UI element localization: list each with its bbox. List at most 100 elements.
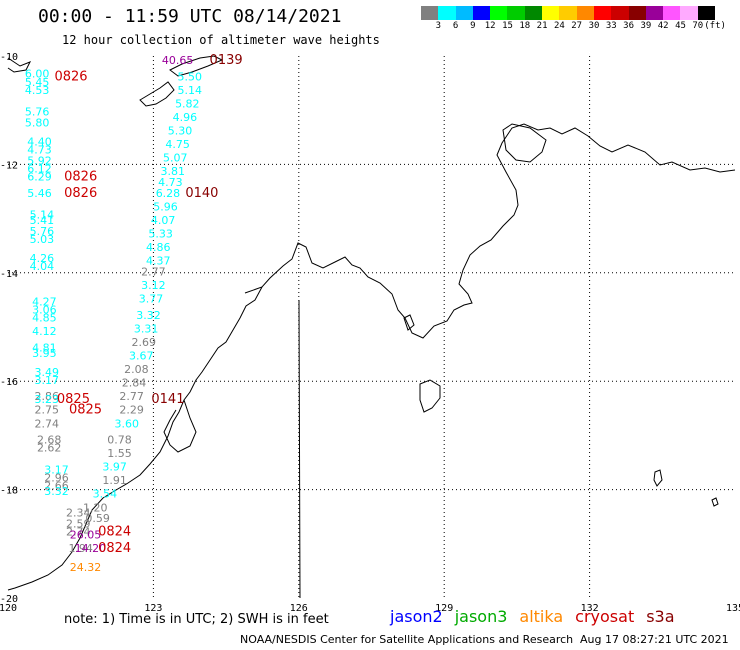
wave-height-label: 5.30 [168, 125, 193, 138]
wave-height-label: 3.17 [44, 463, 69, 476]
wave-height-label: 4.75 [165, 138, 190, 151]
coastline-segment [502, 123, 547, 163]
legend-swatch [663, 6, 681, 20]
wave-height-label: 4.12 [32, 325, 57, 338]
lon-tick-label: 123 [144, 603, 162, 614]
legend-swatch [611, 6, 629, 20]
lon-tick-label: 135 [726, 603, 740, 614]
wave-height-label: 4.73 [27, 144, 52, 157]
wave-height-label: 4.07 [151, 214, 176, 227]
wave-height-label: 1.55 [107, 447, 132, 460]
wave-height-label: 2.08 [124, 363, 149, 376]
wave-height-label: 3.67 [129, 350, 154, 363]
legend-swatch [628, 6, 646, 20]
wave-height-label: 26.05 [70, 528, 102, 541]
wave-height-label: 2.74 [66, 526, 91, 539]
wave-height-label: 2.75 [35, 404, 60, 417]
lat-tick-label: -16 [0, 377, 18, 388]
wave-height-label: 3.32 [44, 485, 69, 498]
legend-label: 36 [623, 21, 635, 31]
wave-height-label: 5.45 [25, 76, 50, 89]
pass-time-label: 0139 [210, 53, 243, 68]
wave-height-label: 4.26 [30, 252, 55, 265]
satellite-legend: jason2 jason3 altika cryosat s3a [390, 607, 675, 626]
pass-time-label: 0824 [98, 541, 131, 556]
wave-height-label: 1.91 [102, 474, 127, 487]
legend-label: 33 [605, 21, 617, 31]
legend-swatch [490, 6, 508, 20]
legend-label: 18 [519, 21, 531, 31]
pass-time-label: 0140 [185, 186, 218, 201]
wave-height-label: 14.20 [75, 542, 107, 555]
coastline-segment [169, 55, 224, 77]
legend-swatch [559, 6, 577, 20]
wave-height-label: 5.96 [153, 200, 178, 213]
wave-height-label: 3.95 [32, 347, 57, 360]
legend-swatch [645, 6, 664, 20]
pass-time-label: 0824 [98, 525, 131, 540]
wave-height-label: 6.28 [156, 187, 181, 200]
wave-height-label: 2.59 [66, 518, 91, 531]
wave-height-label: 2.69 [131, 336, 156, 349]
wave-height-label: 2.66 [44, 480, 69, 493]
wave-height-label: 6.00 [25, 68, 50, 81]
coastline-segment [403, 314, 415, 331]
legend-swatch [680, 6, 698, 20]
axis-labels: 120 123 126 129 132 135 -10 -12 -14 -16 -18 -20 [0, 52, 740, 614]
wave-height-label: 0.78 [107, 434, 132, 447]
lon-tick-label: 132 [581, 603, 599, 614]
pass-time-label: 0826 [64, 186, 97, 201]
coastline-segment [653, 469, 663, 487]
pass-time-label: 0141 [151, 392, 184, 407]
wave-height-label: 4.27 [32, 295, 57, 308]
wave-height-label: 6.29 [27, 171, 52, 184]
legend-swatch [438, 6, 456, 20]
wave-height-label: 5.82 [175, 97, 200, 110]
wave-height-label: 4.40 [27, 135, 52, 148]
lon-tick-label: 120 [0, 603, 17, 614]
wave-height-label: 4.73 [158, 176, 183, 189]
legend-label: 39 [640, 21, 652, 31]
satellite-jason3: jason3 [454, 607, 508, 626]
legend-label: 9 [470, 21, 476, 31]
wave-height-label: 1.94 [68, 542, 93, 555]
wave-height-label: 3.54 [93, 488, 118, 501]
wave-height-label: 4.85 [32, 312, 57, 325]
legend-swatch [593, 6, 612, 20]
legend-label: 15 [502, 21, 513, 31]
lon-tick-label: 129 [435, 603, 453, 614]
legend-swatch [455, 6, 473, 20]
coastline-segment [7, 57, 32, 73]
wave-height-label: 5.14 [178, 84, 203, 97]
legend-label: 70 [692, 21, 704, 31]
coastline-segment [7, 286, 263, 591]
satellite-cryosat: cryosat [575, 607, 635, 626]
legend-label: 12 [484, 21, 496, 31]
wave-height-label: 4.96 [173, 111, 198, 124]
coastline-segment [139, 81, 175, 107]
legend-label: 3 [435, 21, 442, 31]
wave-height-label: 2.86 [35, 390, 60, 403]
coastline-segment [711, 497, 719, 507]
map-subtitle: 12 hour collection of altimeter wave hei… [62, 33, 380, 47]
wave-height-label: 5.46 [27, 187, 52, 200]
satellite-s3a: s3a [646, 607, 675, 626]
lat-tick-label: -10 [0, 52, 18, 63]
legend-swatch [421, 6, 439, 20]
wave-height-label: 5.14 [30, 209, 55, 222]
wave-height-label: 2.74 [35, 417, 60, 430]
wave-height-label: 3.31 [134, 322, 159, 335]
wave-height-label: 2.68 [37, 434, 62, 447]
coastline [7, 55, 736, 599]
lat-tick-label: -18 [0, 486, 18, 497]
lat-tick-label: -12 [0, 160, 18, 171]
pass-time-label: 0826 [54, 69, 87, 84]
wave-height-label: 3.81 [161, 165, 186, 178]
legend-label: 42 [657, 21, 669, 31]
pass-time-label: 0825 [57, 392, 90, 407]
wave-height-label: 3.17 [35, 374, 60, 387]
satellite-jason2: jason2 [390, 607, 443, 626]
wave-height-label: 4.81 [32, 341, 57, 354]
